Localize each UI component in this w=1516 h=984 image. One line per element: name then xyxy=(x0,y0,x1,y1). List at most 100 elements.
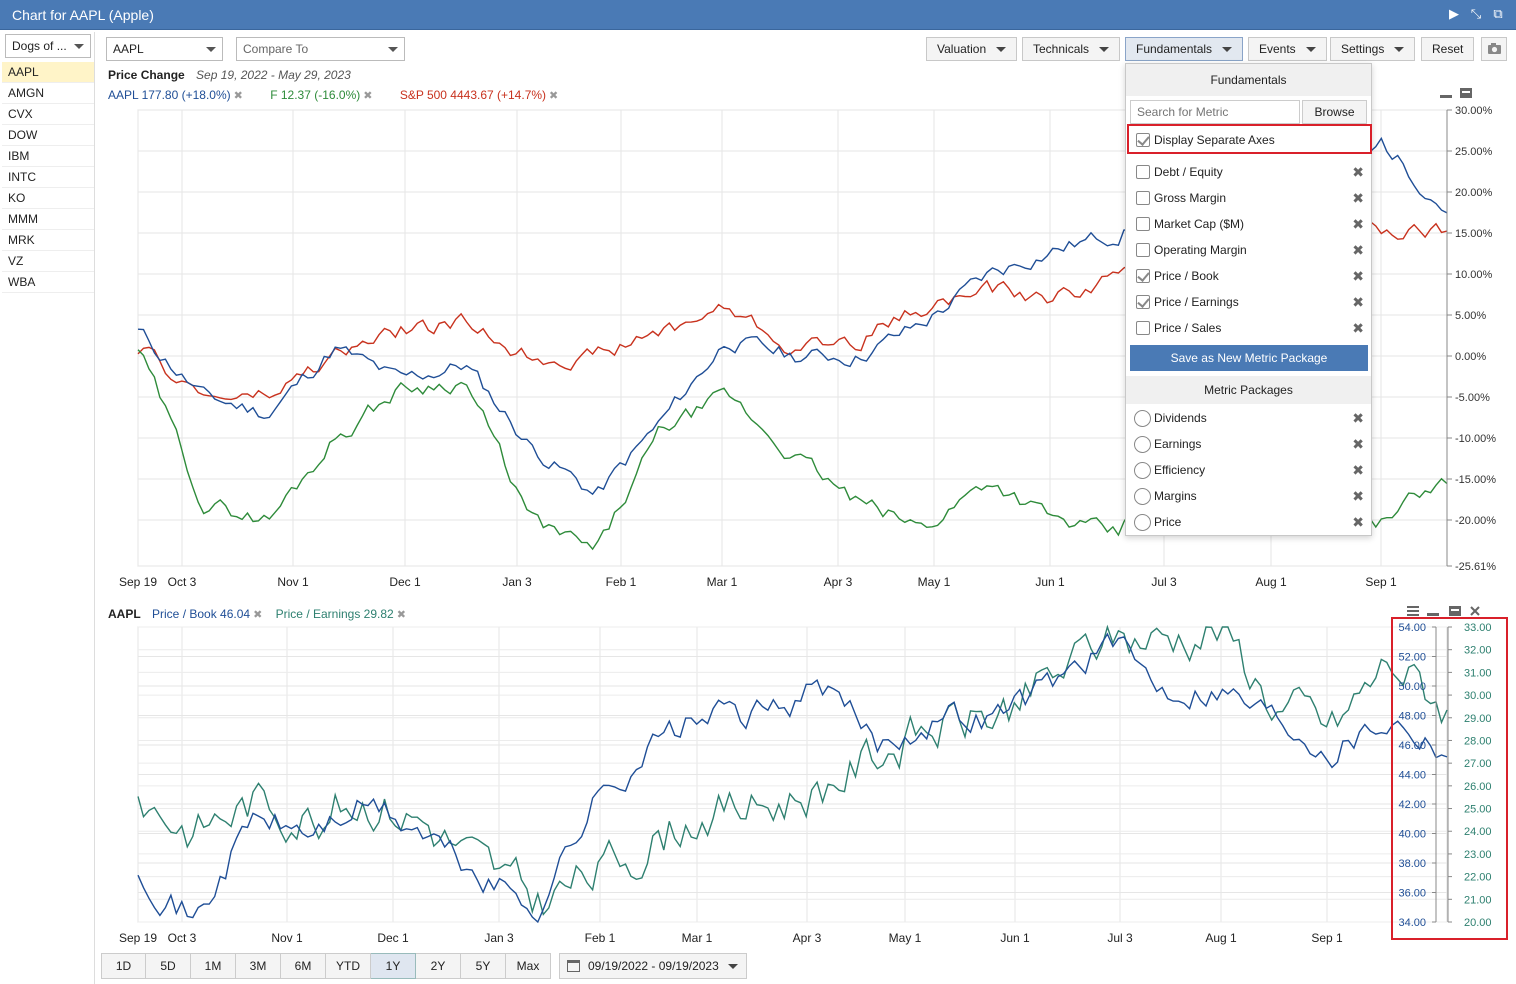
fundamentals-button[interactable]: Fundamentals xyxy=(1125,37,1244,61)
watchlist-item[interactable]: IBM xyxy=(2,146,94,167)
checkbox[interactable] xyxy=(1136,269,1150,283)
y-tick-label-right: 24.00 xyxy=(1464,826,1492,838)
metric-row[interactable]: Gross Margin ✖ xyxy=(1130,185,1368,211)
x-tick-label: Jul 3 xyxy=(1151,575,1177,589)
remove-icon[interactable]: ✖ xyxy=(363,90,373,102)
symbol-input[interactable]: AAPL xyxy=(106,37,223,61)
pane-controls[interactable] xyxy=(1407,606,1483,618)
symbol-input-value: AAPL xyxy=(113,42,144,56)
range-button-max[interactable]: Max xyxy=(506,953,551,979)
settings-button[interactable]: Settings xyxy=(1330,37,1416,61)
metric-row[interactable]: Debt / Equity ✖ xyxy=(1130,159,1368,185)
metric-row[interactable]: Market Cap ($M) ✖ xyxy=(1130,211,1368,237)
metric-package-row[interactable]: Dividends ✖ xyxy=(1130,405,1368,431)
events-button[interactable]: Events xyxy=(1248,37,1327,61)
metric-package-row[interactable]: Margins ✖ xyxy=(1130,483,1368,509)
checkbox[interactable] xyxy=(1136,321,1150,335)
remove-icon[interactable]: ✖ xyxy=(1352,164,1364,180)
metric-label: Market Cap ($M) xyxy=(1154,217,1245,231)
metric-row[interactable]: Price / Earnings ✖ xyxy=(1130,289,1368,315)
radio-button[interactable] xyxy=(1134,462,1151,479)
remove-icon[interactable]: ✖ xyxy=(1352,488,1364,504)
remove-icon[interactable]: ✖ xyxy=(549,90,559,102)
bottom-chart-symbol: AAPL xyxy=(108,607,141,621)
range-button-ytd[interactable]: YTD xyxy=(326,953,371,979)
watchlist-item[interactable]: WBA xyxy=(2,272,94,293)
range-button-5y[interactable]: 5Y xyxy=(461,953,506,979)
remove-icon[interactable]: ✖ xyxy=(233,90,243,102)
remove-icon[interactable]: ✖ xyxy=(1352,462,1364,478)
compare-to-input[interactable]: Compare To xyxy=(236,37,405,61)
remove-icon[interactable]: ✖ xyxy=(1352,242,1364,258)
display-separate-axes-label: Display Separate Axes xyxy=(1154,133,1275,147)
metric-row[interactable]: Price / Sales ✖ xyxy=(1130,315,1368,341)
metric-row[interactable]: Operating Margin ✖ xyxy=(1130,237,1368,263)
collapse-icon[interactable]: ⤡ xyxy=(1470,6,1482,21)
camera-button[interactable] xyxy=(1481,37,1507,61)
checkbox[interactable] xyxy=(1136,295,1150,309)
technicals-button[interactable]: Technicals xyxy=(1022,37,1121,61)
checkbox[interactable] xyxy=(1136,243,1150,257)
chevron-down-icon xyxy=(1099,47,1110,53)
watchlist-item[interactable]: VZ xyxy=(2,251,94,272)
x-tick-label: Nov 1 xyxy=(271,931,303,945)
metric-label: Price / Book xyxy=(1154,269,1219,283)
range-button-3m[interactable]: 3M xyxy=(236,953,281,979)
metric-package-row[interactable]: Efficiency ✖ xyxy=(1130,457,1368,483)
remove-icon[interactable]: ✖ xyxy=(1352,216,1364,232)
save-metric-package-button[interactable]: Save as New Metric Package xyxy=(1130,345,1368,371)
fundamentals-chart[interactable]: 54.00 52.00 50.00 48.00 46.00 44.00 42.00 40.00… xyxy=(100,620,1516,950)
x-tick-label: Aug 1 xyxy=(1205,931,1237,945)
watchlist-item[interactable]: AAPL xyxy=(2,62,94,83)
watchlist-item[interactable]: MRK xyxy=(2,230,94,251)
chevron-down-icon xyxy=(728,964,738,969)
watchlist-selector[interactable]: Dogs of ... xyxy=(5,34,91,58)
range-button-1m[interactable]: 1M xyxy=(191,953,236,979)
checkbox[interactable] xyxy=(1136,133,1150,147)
browse-button[interactable]: Browse xyxy=(1302,100,1367,124)
minimize-icon[interactable] xyxy=(1440,88,1472,100)
metric-package-row[interactable]: Earnings ✖ xyxy=(1130,431,1368,457)
remove-icon[interactable]: ✖ xyxy=(253,609,263,621)
radio-button[interactable] xyxy=(1134,514,1151,531)
watchlist-item[interactable]: INTC xyxy=(2,167,94,188)
remove-icon[interactable]: ✖ xyxy=(1352,436,1364,452)
y-tick-label: -25.61% xyxy=(1455,561,1496,573)
remove-icon[interactable]: ✖ xyxy=(1352,190,1364,206)
date-range-selector[interactable]: 09/19/2022 - 09/19/2023 xyxy=(559,953,747,979)
valuation-button[interactable]: Valuation xyxy=(926,37,1018,61)
display-separate-axes-toggle[interactable]: Display Separate Axes xyxy=(1130,127,1368,153)
remove-icon[interactable]: ✖ xyxy=(1352,268,1364,284)
range-button-5d[interactable]: 5D xyxy=(146,953,191,979)
watchlist-item[interactable]: AMGN xyxy=(2,83,94,104)
remove-icon[interactable]: ✖ xyxy=(1352,410,1364,426)
watchlist-item[interactable]: DOW xyxy=(2,125,94,146)
play-icon[interactable]: ▶ xyxy=(1449,6,1459,21)
metric-package-row[interactable]: Price ✖ xyxy=(1130,509,1368,535)
metric-row[interactable]: Price / Book ✖ xyxy=(1130,263,1368,289)
radio-button[interactable] xyxy=(1134,410,1151,427)
y-tick-label-left: 54.00 xyxy=(1398,622,1426,634)
checkbox[interactable] xyxy=(1136,217,1150,231)
radio-button[interactable] xyxy=(1134,436,1151,453)
radio-button[interactable] xyxy=(1134,488,1151,505)
checkbox[interactable] xyxy=(1136,191,1150,205)
watchlist-item[interactable]: MMM xyxy=(2,209,94,230)
checkbox[interactable] xyxy=(1136,165,1150,179)
remove-icon[interactable]: ✖ xyxy=(1352,514,1364,530)
x-tick-label: Sep 1 xyxy=(1365,575,1397,589)
reset-button[interactable]: Reset xyxy=(1421,37,1475,61)
range-button-6m[interactable]: 6M xyxy=(281,953,326,979)
range-button-1d[interactable]: 1D xyxy=(101,953,146,979)
range-button-2y[interactable]: 2Y xyxy=(416,953,461,979)
technicals-label: Technicals xyxy=(1033,42,1090,56)
metric-search-input[interactable] xyxy=(1130,100,1300,124)
watchlist-item[interactable]: KO xyxy=(2,188,94,209)
remove-icon[interactable]: ✖ xyxy=(1352,320,1364,336)
watchlist-item[interactable]: CVX xyxy=(2,104,94,125)
remove-icon[interactable]: ✖ xyxy=(1352,294,1364,310)
remove-icon[interactable]: ✖ xyxy=(396,609,406,621)
range-button-1y[interactable]: 1Y xyxy=(371,953,416,979)
calendar-icon xyxy=(567,960,580,972)
popout-icon[interactable]: ⧉ xyxy=(1493,6,1503,21)
